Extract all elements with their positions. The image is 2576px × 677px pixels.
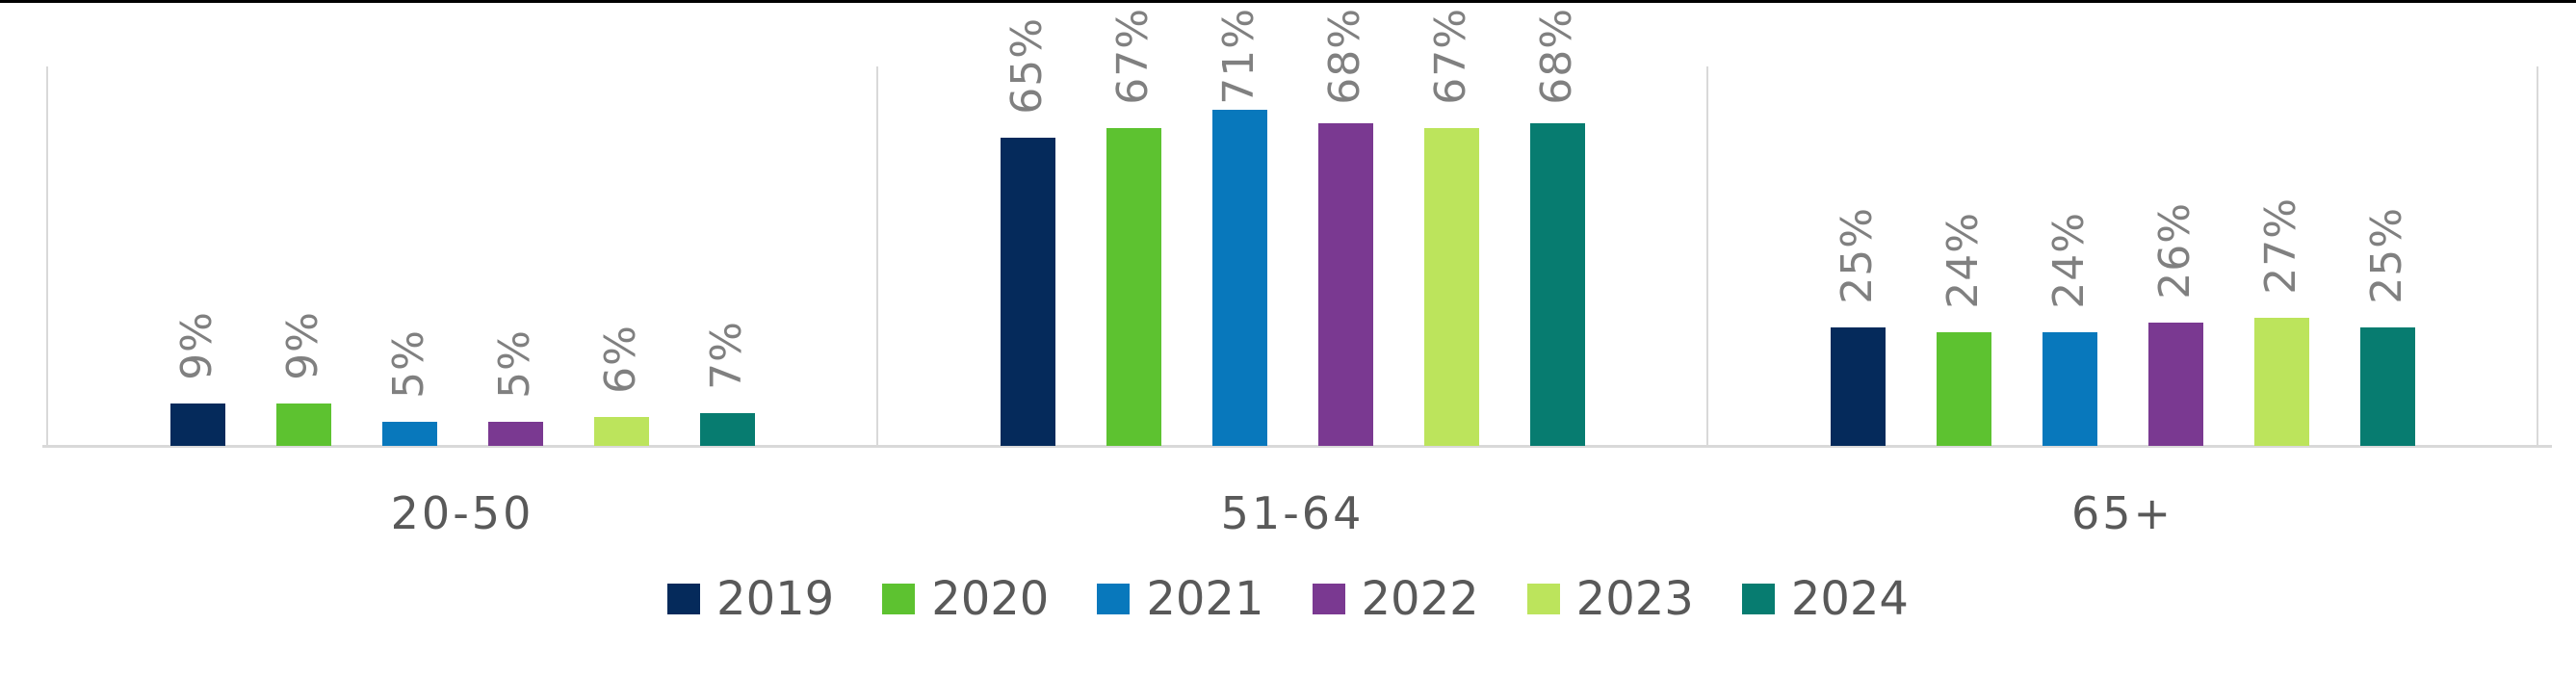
bar-2021-2050: [382, 422, 437, 446]
bar-2023-5164: [1424, 128, 1479, 446]
bar-2022-2050: [488, 422, 543, 446]
legend-swatch: [1312, 584, 1345, 614]
x-axis-label: 65+: [2070, 487, 2174, 539]
bar-2020-5164: [1106, 128, 1161, 446]
bar-2023-65: [2254, 318, 2309, 446]
bar-2021-5164: [1212, 110, 1267, 446]
bar-2021-65: [2043, 332, 2097, 446]
bar-2019-5164: [1001, 138, 1055, 446]
bar-2022-5164: [1318, 123, 1373, 446]
bar-2024-2050: [700, 413, 755, 446]
legend-label: 2019: [716, 572, 835, 626]
bar-2019-2050: [170, 404, 225, 446]
bar-2022-65: [2148, 323, 2203, 446]
category-separator-gridline: [1706, 66, 1708, 446]
data-label: 67%: [1426, 8, 1475, 105]
legend-item-2020: 2020: [882, 576, 1049, 622]
legend-swatch: [882, 584, 916, 614]
x-axis-label: 51-64: [1220, 487, 1365, 539]
legend-swatch: [1526, 584, 1560, 614]
bar-2020-2050: [276, 404, 331, 446]
data-label: 6%: [596, 325, 645, 394]
category-separator-gridline: [2537, 66, 2538, 446]
legend-swatch: [1097, 584, 1131, 614]
data-label: 25%: [2362, 207, 2411, 304]
category-separator-gridline: [876, 66, 878, 446]
data-label: 5%: [384, 329, 433, 399]
data-label: 24%: [1939, 212, 1988, 309]
data-label: 9%: [172, 311, 221, 380]
data-label: 24%: [2044, 212, 2094, 309]
data-label: 68%: [1532, 8, 1581, 105]
data-label: 27%: [2256, 197, 2305, 295]
legend-item-2021: 2021: [1097, 572, 1264, 626]
bar-2020-65: [1937, 332, 1991, 446]
x-axis-label: 20-50: [390, 487, 534, 539]
legend-label: 2023: [1575, 572, 1694, 626]
bar-2019-65: [1831, 327, 1886, 446]
legend-item-2023: 2023: [1526, 572, 1694, 626]
data-label: 5%: [490, 329, 539, 399]
bar-2023-2050: [594, 417, 649, 446]
top-border-line: [0, 0, 2576, 3]
data-label: 9%: [278, 311, 327, 380]
legend-item-2024: 2024: [1741, 572, 1909, 626]
legend-item-2019: 2019: [667, 576, 834, 622]
legend-item-2022: 2022: [1312, 572, 1479, 626]
legend: 2019 2020 2021 2022 2023 2024: [0, 576, 2576, 622]
data-label: 71%: [1214, 8, 1263, 105]
data-label: 25%: [1833, 207, 1882, 304]
legend-swatch: [1741, 584, 1775, 614]
data-label: 65%: [1002, 17, 1052, 115]
data-label: 67%: [1108, 8, 1158, 105]
data-label: 68%: [1320, 8, 1369, 105]
legend-label: 2024: [1790, 572, 1909, 626]
data-label: 7%: [702, 321, 751, 390]
x-axis-line: [42, 445, 2552, 448]
category-separator-gridline: [46, 66, 48, 446]
data-label: 26%: [2150, 202, 2199, 299]
legend-label: 2021: [1146, 572, 1264, 626]
bar-2024-5164: [1530, 123, 1585, 446]
legend-swatch: [667, 584, 701, 614]
legend-label: 2020: [931, 572, 1050, 626]
legend-label: 2022: [1361, 572, 1479, 626]
bar-2024-65: [2360, 327, 2415, 446]
